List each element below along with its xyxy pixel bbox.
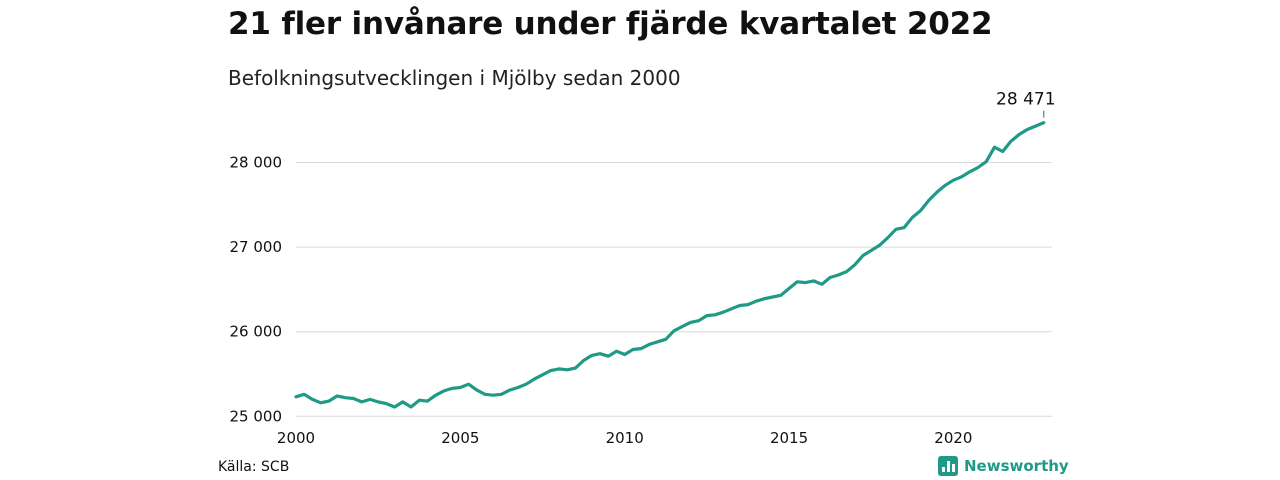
x-tick-label: 2010 (606, 429, 644, 447)
y-tick-label: 28 000 (230, 153, 283, 171)
end-value-label: 28 471 (996, 90, 1055, 110)
brand-logo: Newsworthy (938, 456, 1069, 476)
series-line (294, 121, 1046, 409)
x-tick-label: 2015 (770, 429, 808, 447)
x-tick-label: 2000 (277, 429, 315, 447)
chart-subtitle: Befolkningsutvecklingen i Mjölby sedan 2… (228, 66, 681, 90)
y-tick-label: 27 000 (230, 238, 283, 256)
grid-lines (296, 161, 1052, 417)
x-axis: 2000 2005 2010 2015 2020 (277, 429, 973, 447)
y-axis: 25 000 26 000 27 000 28 000 (230, 153, 283, 425)
y-tick-label: 25 000 (230, 407, 283, 425)
brand-name: Newsworthy (964, 457, 1069, 475)
source-label: Källa: SCB (218, 459, 290, 475)
chart-title: 21 fler invånare under fjärde kvartalet … (228, 6, 993, 42)
chart-bars-icon (938, 456, 958, 476)
x-tick-label: 2020 (934, 429, 972, 447)
x-tick-label: 2005 (441, 429, 479, 447)
y-tick-label: 26 000 (230, 323, 283, 341)
